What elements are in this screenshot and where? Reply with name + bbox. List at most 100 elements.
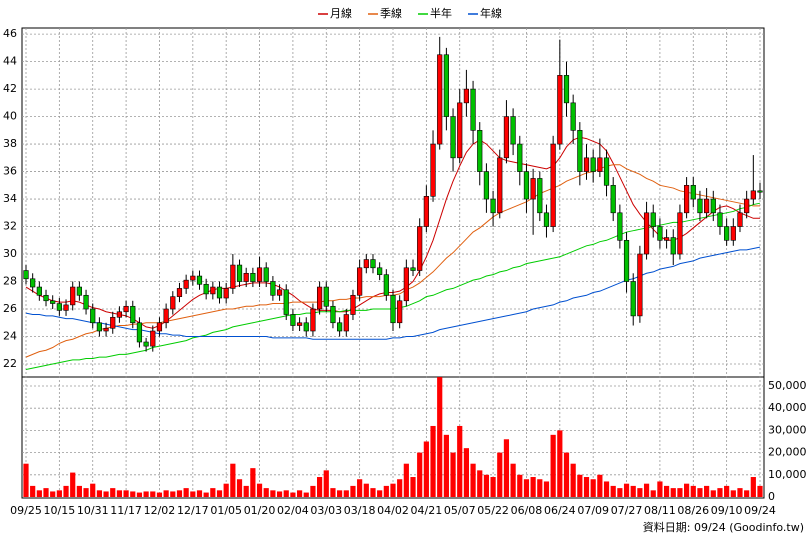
legend-label: 季線 [380,6,402,20]
volume-bar [377,490,383,497]
volume-bar [370,488,376,497]
candle-body [724,226,730,241]
candle-body [483,171,490,200]
candle-body [377,267,383,275]
candle-body [216,286,223,299]
x-tick-label: 07/27 [611,504,643,517]
candle-body [510,116,516,145]
candle-body [123,305,129,313]
legend-label: 月線 [330,6,352,20]
volume-bar [430,425,436,497]
volume-bar [643,483,650,497]
candle-body [370,259,376,269]
volume-bar [317,477,323,497]
volume-bar [497,452,503,497]
volume-bar [503,439,510,497]
candle-body [523,171,530,200]
plot-frame [21,27,765,499]
x-tick-label: 12/02 [144,504,176,517]
volume-bar [216,490,223,497]
y-tick-label: 46 [3,27,17,40]
candle-body [423,196,429,227]
candle-body [250,272,256,282]
candle-body [744,198,750,214]
candle-body [630,281,636,317]
candle-body [337,322,343,332]
y-tick-label: 10,000 [768,468,807,481]
candle-body [537,178,543,214]
volume-bar [690,485,696,497]
candle-body [530,178,536,200]
volume-bar [63,485,69,497]
volume-bar [550,434,556,497]
candle-body [357,267,363,296]
volume-bar [110,488,116,497]
y-tick-label: 30,000 [768,423,807,436]
candle-body [443,54,449,117]
volume-bar [343,490,349,497]
candle-body [417,226,423,271]
volume-bar [717,488,723,497]
volume-bar [283,490,289,497]
candle-body [290,314,296,326]
volume-bar [697,488,703,497]
candle-body [730,226,736,241]
candle-body [156,322,163,332]
candle-body [597,157,603,172]
candle-body [210,286,216,295]
volume-bar [757,485,763,497]
volume-bar [276,491,283,497]
volume-bar [330,488,336,497]
volume-bar [337,490,343,497]
volume-bar [130,491,136,497]
y-tick-label: 30 [3,247,17,260]
volume-bar [650,490,656,497]
x-tick-label: 04/02 [377,504,409,517]
candle-body [76,286,82,296]
y-tick-label: 34 [3,192,17,205]
volume-bar [490,477,496,497]
legend-label: 半年 [430,6,452,20]
y-tick-label: 24 [3,330,17,343]
x-tick-label: 09/25 [10,504,42,517]
volume-bar [76,485,82,497]
candle-body [717,212,723,227]
volume-bar [36,490,42,497]
candle-body [570,102,576,131]
candle-body [697,198,703,214]
candle-body [437,54,443,145]
candle-body [130,305,136,324]
volume-bar [730,490,736,497]
candle-body [390,294,396,324]
volume-bar [450,452,456,497]
y-tick-label: 40,000 [768,401,807,414]
candle-body [90,308,96,324]
legend-label: 年線 [480,6,502,20]
y-tick-label: 42 [3,82,17,95]
candle-body [550,143,556,227]
candle-body [350,294,356,315]
candle-body [330,305,336,324]
volume-bar [70,472,76,497]
candle-body [663,237,670,241]
volume-bar [296,490,303,497]
x-tick-label: 08/11 [644,504,676,517]
candle-body [50,300,56,304]
volume-bar [290,492,296,497]
candle-body [283,289,289,315]
candle-body [263,267,269,282]
volume-bar [457,425,463,497]
candle-body [23,270,29,280]
volume-bar [403,463,409,497]
volume-bar [83,488,89,497]
volume-bar [143,491,149,497]
volume-bar [43,488,49,497]
candle-body [150,330,156,347]
volume-bar [256,483,263,497]
candle-body [603,157,610,186]
x-tick-label: 07/09 [577,504,609,517]
volume-bar [196,490,203,497]
volume-bar [303,492,309,497]
x-tick-label: 02/04 [277,504,309,517]
